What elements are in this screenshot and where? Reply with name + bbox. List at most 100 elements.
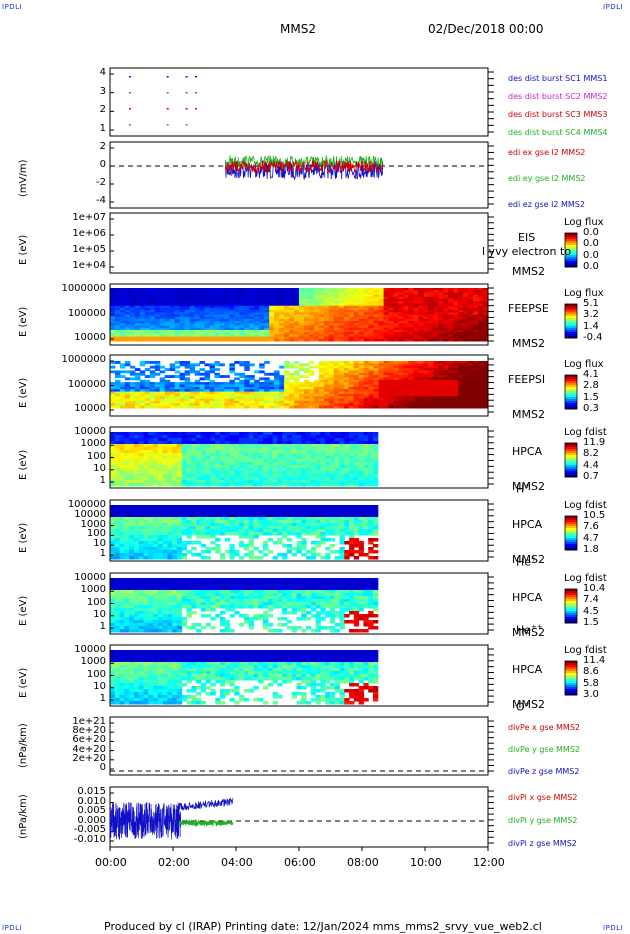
spectrogram-cell — [234, 393, 240, 397]
spectrogram-cell — [368, 441, 374, 445]
spectrogram-cell — [363, 459, 369, 463]
spectrogram-cell — [124, 474, 130, 478]
spectrogram-cell — [333, 389, 340, 393]
spectrogram-cell — [313, 321, 320, 324]
spectrogram-cell — [224, 325, 230, 329]
spectrogram-cell — [453, 379, 459, 383]
spectrogram-cell — [277, 441, 283, 445]
spectrogram-cell — [214, 334, 220, 338]
spectrogram-cell — [167, 459, 173, 463]
spectrogram-cell — [403, 299, 409, 302]
spectrogram-cell — [286, 477, 293, 481]
spectrogram-cell — [373, 305, 380, 309]
spectrogram-cell — [308, 403, 315, 407]
spectrogram-cell — [164, 288, 171, 291]
spectrogram-cell — [157, 505, 164, 509]
spectrogram-cell — [263, 471, 269, 475]
spectrogram-cell — [239, 301, 245, 304]
spectrogram-cell — [144, 332, 151, 335]
spectrogram-cell — [164, 321, 171, 324]
spectrogram-cell — [289, 391, 295, 395]
spectrogram-cell — [448, 372, 454, 376]
spectrogram-cell — [244, 396, 250, 400]
spectrogram-cell — [333, 292, 340, 296]
spectrogram-cell — [388, 365, 394, 369]
spectrogram-cell — [373, 432, 379, 436]
spectrogram-cell — [358, 393, 365, 397]
spectrogram-cell — [313, 398, 320, 402]
spectrogram-cell — [169, 323, 176, 326]
spectrogram-cell — [229, 444, 235, 448]
spectrogram-cell — [239, 432, 245, 436]
spectrogram-cell — [205, 532, 211, 536]
spectrogram-cell — [423, 338, 429, 342]
spectrogram-cell — [343, 321, 350, 324]
spectrogram-cell — [468, 375, 474, 378]
spectrogram-cell — [304, 370, 310, 374]
spectrogram-cell — [358, 474, 364, 478]
spectrogram-cell — [164, 292, 171, 296]
spectrogram-cell — [258, 444, 264, 448]
spectrogram-cell — [115, 303, 121, 307]
spectrogram-cell — [148, 474, 154, 478]
spectrogram-cell — [463, 292, 469, 296]
spectrogram-cell — [299, 405, 305, 409]
colorbar-cell — [565, 249, 577, 252]
spectrogram-cell — [153, 508, 159, 512]
spectrogram-cell — [162, 441, 168, 445]
spectrogram-cell — [353, 389, 360, 393]
spectrogram-cell — [224, 321, 230, 324]
spectrogram-cell — [468, 318, 474, 322]
spectrogram-cell — [458, 305, 464, 309]
spectrogram-cell — [299, 393, 305, 397]
spectrogram-cell — [124, 550, 130, 554]
spectrogram-cell — [119, 438, 125, 442]
spectrogram-cell — [339, 456, 345, 460]
spectrogram-cell — [393, 314, 399, 318]
spectrogram-cell — [210, 462, 216, 466]
spectrogram-cell — [254, 379, 260, 383]
spectrogram-cell — [124, 296, 131, 300]
spectrogram-cell — [338, 318, 345, 322]
spectrogram-cell — [438, 321, 444, 324]
spectrogram-cell — [378, 332, 385, 335]
spectrogram-cell — [124, 517, 130, 521]
spectrogram-cell — [286, 483, 293, 487]
spectrogram-cell — [398, 396, 404, 400]
spectrogram-cell — [249, 323, 255, 326]
spectrogram-cell — [154, 303, 161, 307]
spectrogram-cell — [196, 462, 202, 466]
spectrogram-cell — [313, 405, 320, 409]
colorbar-cell — [565, 467, 577, 470]
spectrogram-cell — [204, 316, 210, 320]
spectrogram-cell — [110, 299, 116, 302]
spectrogram-cell — [277, 523, 283, 527]
spectrogram-cell — [189, 389, 196, 393]
spectrogram-cell — [313, 396, 320, 400]
spectrogram-cell — [186, 529, 192, 533]
spectrogram-cell — [162, 511, 168, 515]
burst-marker — [166, 76, 169, 78]
spectrogram-cell — [239, 456, 245, 460]
spectrogram-cell — [164, 310, 171, 313]
spectrogram-cell — [196, 514, 202, 518]
spectrogram-cell — [229, 514, 235, 518]
spectrogram-cell — [139, 372, 146, 376]
spectrogram-cell — [291, 514, 297, 518]
spectrogram-cell — [129, 400, 136, 404]
spectrogram-cell — [214, 294, 220, 298]
spectrogram-cell — [159, 365, 166, 369]
spectrogram-cell — [299, 321, 305, 324]
spectrogram-cell — [299, 400, 305, 404]
spectrogram-cell — [219, 338, 225, 342]
spectrogram-cell — [323, 391, 330, 395]
spectrogram-cell — [119, 403, 126, 407]
spectrogram-cell — [373, 403, 380, 407]
spectrogram-cell — [363, 403, 370, 407]
spectrogram-cell — [229, 336, 235, 340]
spectrogram-cell — [184, 396, 191, 400]
spectrogram-cell — [284, 372, 290, 376]
spectrogram-cell — [234, 323, 240, 326]
spectrogram-cell — [244, 338, 250, 342]
spectrogram-cell — [463, 325, 469, 329]
